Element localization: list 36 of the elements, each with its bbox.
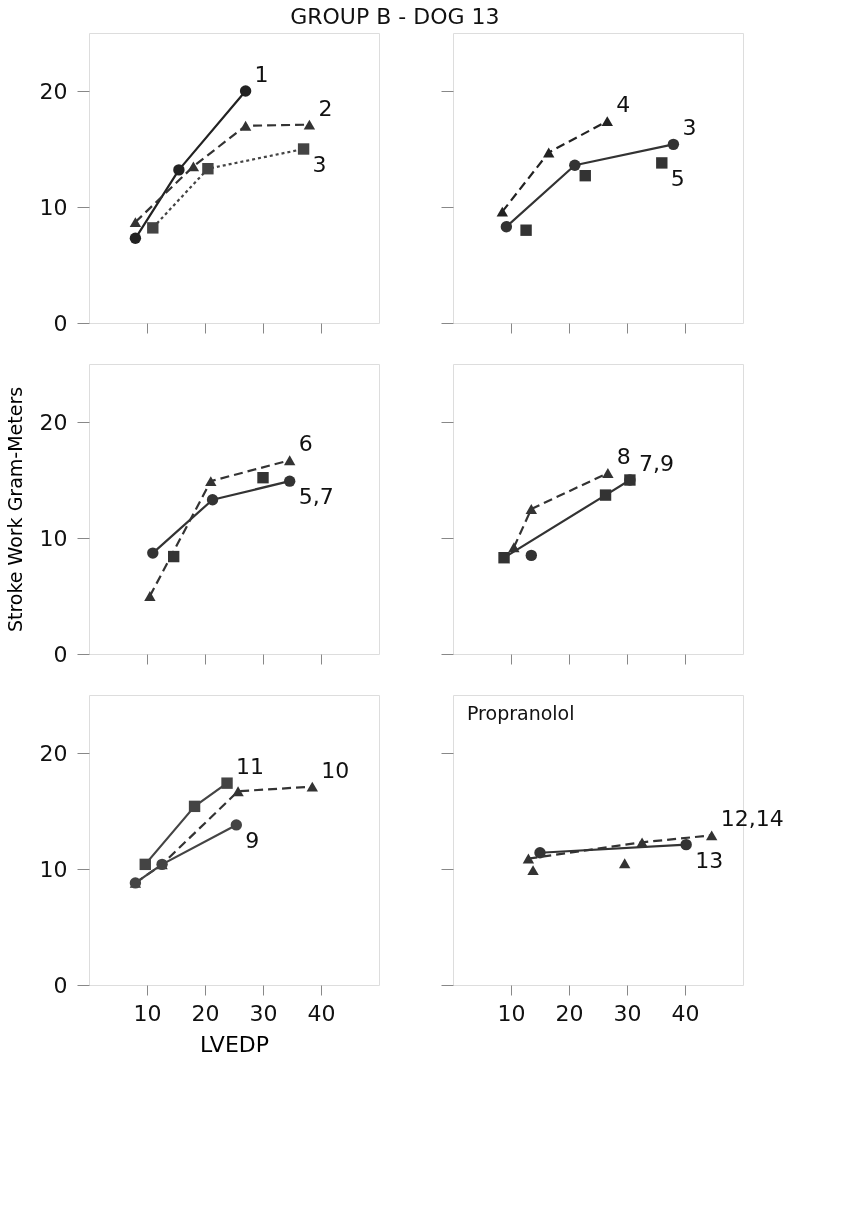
series-label: 3 [682, 115, 697, 141]
series-label: 7,9 [638, 451, 674, 476]
series-label: 5,7 [298, 484, 334, 510]
x-axis-title: LVEDP [200, 1031, 269, 1057]
series-label: 2 [318, 95, 333, 121]
series-label: 3 [312, 152, 327, 177]
x-tick-label: 20 [191, 1000, 220, 1026]
chart-title: GROUP B - DOG 13 [290, 3, 500, 29]
series-label: 8 [616, 444, 631, 470]
x-tick-label: 30 [613, 1000, 642, 1026]
y-axis-title: Stroke Work Gram-Meters [3, 386, 26, 633]
y-tick-label: 10 [39, 194, 68, 220]
y-tick-label: 0 [53, 641, 68, 667]
y-tick-label: 20 [39, 740, 68, 766]
x-tick-label: 10 [133, 1000, 162, 1026]
series-label: 6 [298, 431, 313, 457]
y-tick-label: 0 [53, 310, 68, 336]
series-label: 13 [695, 847, 724, 873]
annotation: Propranolol [467, 702, 575, 724]
series-label: 9 [245, 827, 260, 853]
y-tick-label: 10 [39, 525, 68, 551]
series-label: 12,14 [720, 806, 784, 832]
series-label: 10 [321, 757, 350, 783]
series-label: 1 [254, 62, 269, 87]
series-label: 11 [236, 754, 265, 780]
x-tick-label: 20 [555, 1000, 584, 1026]
x-tick-label: 40 [671, 1000, 700, 1026]
y-tick-label: 0 [53, 972, 68, 998]
y-tick-label: 20 [39, 409, 68, 435]
y-tick-label: 10 [39, 856, 68, 882]
y-tick-label: 20 [39, 78, 68, 104]
series-label: 5 [670, 165, 685, 191]
x-tick-label: 40 [307, 1000, 336, 1026]
series-label: 4 [616, 92, 631, 118]
x-tick-label: 30 [249, 1000, 278, 1026]
x-tick-label: 10 [497, 1000, 526, 1026]
